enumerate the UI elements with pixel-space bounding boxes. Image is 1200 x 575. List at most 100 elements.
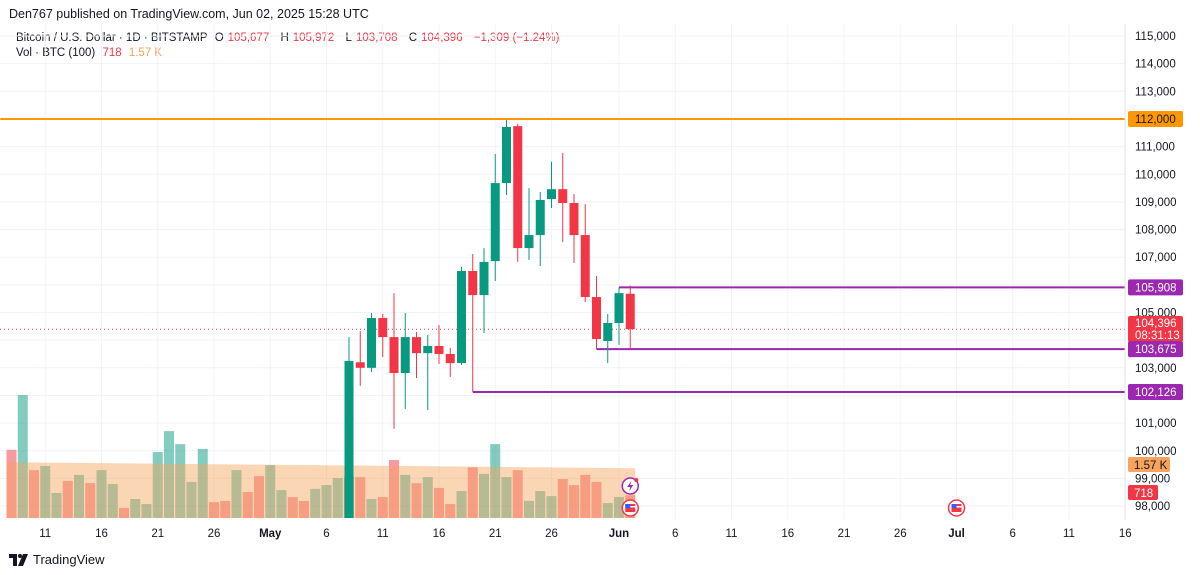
close-label: C <box>408 32 418 44</box>
time-tick-label: 16 <box>1119 528 1132 540</box>
candle-body <box>614 293 624 324</box>
candle-body <box>434 345 444 354</box>
high-value: 105,972 <box>292 32 335 44</box>
candle-body <box>502 126 511 184</box>
volume-title[interactable]: Vol · BTC (100) <box>16 47 96 59</box>
volume-bar <box>175 444 186 518</box>
event-dot <box>634 478 639 482</box>
price-tick-label: 108,000 <box>1135 225 1177 237</box>
level-label-bg <box>1128 341 1183 358</box>
time-tick-label: Jun <box>609 528 629 540</box>
volume-bar <box>299 500 309 518</box>
volume-ma-value: 1.57 K <box>128 47 163 59</box>
volume-bar <box>501 477 512 518</box>
volume-bar <box>265 465 276 518</box>
time-axis[interactable]: 11 16 21 26 May 6 11 16 21 26 Jun 6 11 16 21 26 Jul 6 11 16 <box>39 528 1131 540</box>
volume-bar <box>400 474 411 518</box>
price-tick-label: 107,000 <box>1135 252 1177 264</box>
level-lines <box>0 117 1125 393</box>
time-tick-label: 11 <box>39 528 51 540</box>
volume-bar <box>434 487 444 518</box>
time-tick-label: 16 <box>781 528 794 540</box>
volume-bar <box>40 466 51 518</box>
volume-bar <box>85 483 96 518</box>
lightning-event-icon[interactable] <box>621 477 639 495</box>
volume-bar <box>524 500 534 518</box>
level-label: 103,675 <box>1135 344 1177 356</box>
price-tick-label: 114,000 <box>1135 59 1176 71</box>
price-tick-label: 110,000 <box>1135 169 1176 181</box>
candles <box>344 119 635 518</box>
close-value: 104,396 <box>421 32 463 44</box>
price-axis[interactable]: 115,000 114,000 113,000 111,000 110,000 109,0… <box>1135 31 1177 513</box>
level-label: 102,126 <box>1135 387 1177 399</box>
volume-bar <box>130 498 141 518</box>
low-label: L <box>345 32 352 44</box>
volume-bar <box>445 504 456 518</box>
flag-canton <box>951 504 957 508</box>
volume-bar <box>220 500 231 518</box>
flag-canton <box>625 504 631 508</box>
volume-bar <box>580 474 591 518</box>
time-tick-label: 26 <box>545 528 558 540</box>
level-label-bg <box>1128 110 1183 127</box>
level-label-bg <box>1128 383 1183 400</box>
volume-bar <box>591 481 602 518</box>
time-tick-label: 16 <box>433 528 446 540</box>
candle-body <box>524 235 534 249</box>
candle-body <box>367 318 376 368</box>
volume-bar <box>287 497 298 518</box>
volume-bar <box>17 395 28 518</box>
candle-body <box>457 271 466 364</box>
price-tick-label: 103,000 <box>1135 363 1177 375</box>
volume-bar <box>422 477 433 518</box>
candle-body <box>468 271 478 296</box>
candle-body <box>490 183 500 262</box>
volume-bar <box>569 485 579 518</box>
candle-body <box>592 297 601 340</box>
volume-bar <box>614 497 624 518</box>
price-tick-label: 98,000 <box>1135 501 1170 513</box>
volume-bar <box>557 479 568 518</box>
us-flag-icon[interactable] <box>621 499 639 517</box>
volume-bar <box>164 431 174 518</box>
candle-body <box>558 189 568 204</box>
time-tick-label: 21 <box>838 528 851 540</box>
candle-body <box>445 353 455 364</box>
volume-bar <box>546 496 557 518</box>
volume-bar <box>512 470 523 518</box>
symbol-title[interactable]: Bitcoin / U.S. Dollar · 1D · BITSTAMP <box>16 32 208 44</box>
candle-body <box>513 126 523 249</box>
price-tick-label: 100,000 <box>1135 446 1177 458</box>
last-price-label: 104,396 08:31:13 <box>1128 316 1183 342</box>
price-tick-label: 113,000 <box>1135 86 1176 98</box>
level-label: 112,000 <box>1135 114 1176 126</box>
level-label: 105,908 <box>1135 282 1177 294</box>
price-tick-label: 115,000 <box>1135 31 1176 43</box>
tradingview-logo[interactable]: TradingView <box>9 552 105 567</box>
vol-last-text: 718 <box>1134 488 1153 500</box>
us-flag-icon[interactable] <box>947 499 966 517</box>
vol-ma-text: 1.57 K <box>1134 460 1168 472</box>
price-tick-label: 111,000 <box>1135 142 1175 154</box>
price-tick-label: 109,000 <box>1135 197 1177 209</box>
time-tick-label: 6 <box>323 528 329 540</box>
volume-bar <box>74 474 84 518</box>
time-tick-label: 6 <box>672 528 678 540</box>
candle-body <box>389 337 399 374</box>
volume-bar <box>209 502 219 518</box>
low-value: 103,708 <box>355 32 398 44</box>
candle-body <box>423 345 433 354</box>
volume-bar <box>332 478 343 518</box>
volume-bar <box>389 459 399 518</box>
time-tick-label: 16 <box>95 528 108 540</box>
volume-bar <box>310 488 321 518</box>
volume-bar <box>366 498 377 518</box>
time-tick-label: 11 <box>1063 528 1075 540</box>
publisher-line: Den767 published on TradingView.com, Jun… <box>9 7 369 21</box>
candle-body <box>547 189 556 200</box>
lightning-glyph <box>627 481 634 491</box>
volume-bar <box>107 484 118 518</box>
event-markers[interactable] <box>621 477 966 517</box>
